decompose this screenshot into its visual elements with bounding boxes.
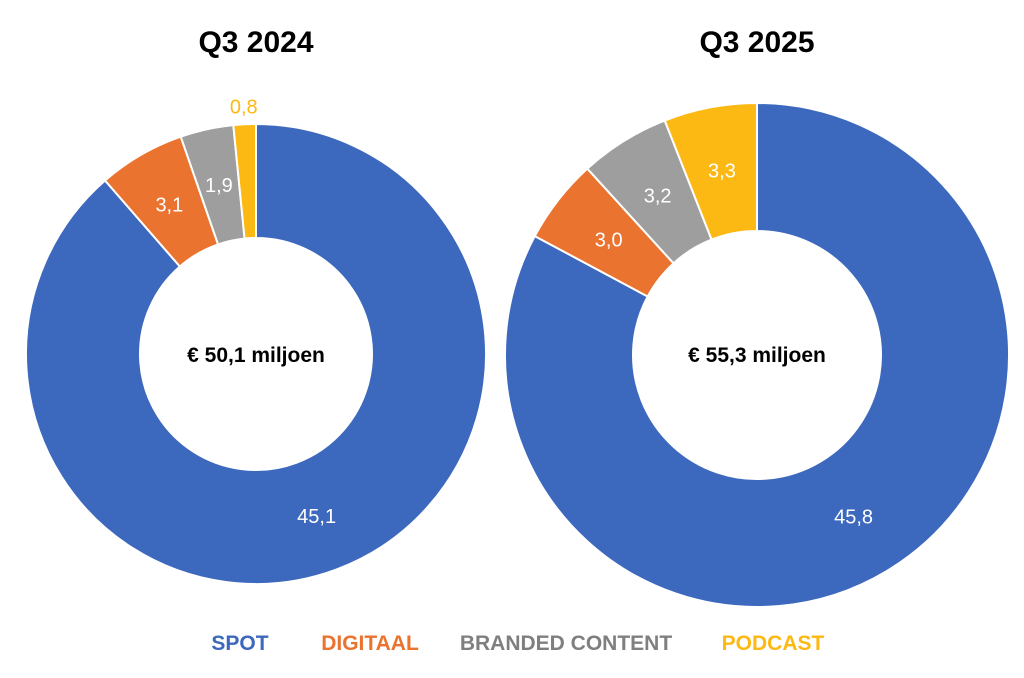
center-total-label: € 55,3 miljoen xyxy=(688,344,826,367)
slice-label-podcast: 3,3 xyxy=(708,160,736,182)
chart-title: Q3 2024 xyxy=(198,26,313,59)
donut-slice-podcast xyxy=(663,101,758,241)
donut-chart-q3-2024: Q3 2024 45,1 3,1 1,9 0,8 € 50,1 miljoen xyxy=(25,26,487,585)
slice-label-spot: 45,1 xyxy=(297,506,336,528)
slices xyxy=(25,122,487,585)
slice-labels: 45,1 3,1 1,9 0,8 xyxy=(155,96,336,528)
donut-slice-podcast xyxy=(232,122,257,240)
slice-label-digitaal: 3,0 xyxy=(595,229,623,251)
chart-title: Q3 2025 xyxy=(699,26,814,59)
legend-item-podcast: PODCAST xyxy=(722,632,825,655)
slice-label-branded-content: 3,2 xyxy=(644,185,672,207)
legend-item-spot: SPOT xyxy=(211,632,268,655)
slice-labels: 45,8 3,0 3,2 3,3 xyxy=(595,160,873,528)
legend: SPOT DIGITAAL BRANDED CONTENT PODCAST xyxy=(211,632,824,655)
donut-slice-spot xyxy=(504,101,1010,608)
slice-label-branded-content: 1,9 xyxy=(205,175,233,197)
center-total-label: € 50,1 miljoen xyxy=(187,344,325,367)
legend-item-branded-content: BRANDED CONTENT xyxy=(460,632,673,655)
slice-label-spot: 45,8 xyxy=(834,506,873,528)
donut-chart-q3-2025: Q3 2025 45,8 3,0 3,2 3,3 € 55,3 miljoen xyxy=(504,26,1010,608)
slice-label-digitaal: 3,1 xyxy=(155,194,183,216)
donut-slice-spot xyxy=(25,122,487,585)
slice-label-podcast: 0,8 xyxy=(230,96,258,118)
slices xyxy=(504,101,1010,608)
legend-item-digitaal: DIGITAAL xyxy=(321,632,419,655)
